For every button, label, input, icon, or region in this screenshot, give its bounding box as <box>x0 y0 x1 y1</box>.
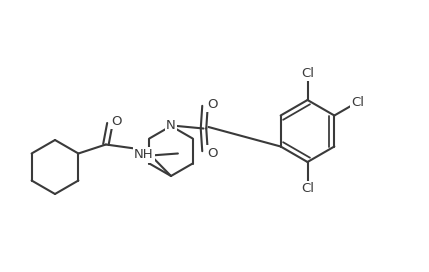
Text: Cl: Cl <box>351 95 364 109</box>
Text: O: O <box>111 115 122 128</box>
Text: O: O <box>207 97 218 110</box>
Text: N: N <box>166 119 176 131</box>
Text: NH: NH <box>134 149 154 162</box>
Text: Cl: Cl <box>301 183 314 196</box>
Text: Cl: Cl <box>301 66 314 79</box>
Text: O: O <box>207 147 218 159</box>
